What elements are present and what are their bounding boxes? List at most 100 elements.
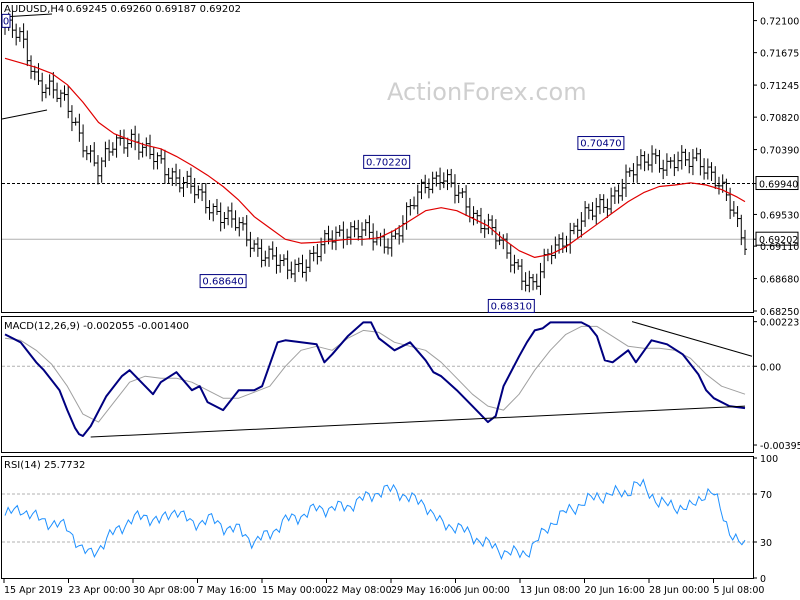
rsi-y-tick-label: 30 [760, 538, 772, 549]
price-trendline [1, 109, 48, 120]
price-bar [467, 197, 472, 223]
price-bar [345, 228, 350, 246]
price-bar [586, 203, 591, 220]
price-bar [412, 196, 417, 210]
price-bar [92, 142, 97, 167]
price-panel-title: AUDUSD,H4 [4, 4, 64, 15]
price-annotation-text: 0.68310 [491, 301, 532, 312]
price-y-tick-label: 0.71245 [760, 81, 799, 92]
price-bar [144, 137, 149, 157]
price-bar [482, 219, 487, 238]
price-bar [419, 179, 424, 200]
price-bar [237, 217, 242, 237]
rsi-panel-frame [1, 456, 754, 579]
price-bar [244, 215, 249, 247]
price-bar [99, 157, 104, 183]
price-bar [188, 167, 193, 194]
price-bar [10, 11, 15, 38]
price-y-tick-label: 0.70390 [760, 146, 799, 157]
price-bar [95, 155, 100, 185]
x-tick-label: 28 Jun 00:00 [649, 585, 709, 596]
price-bar [571, 222, 576, 235]
price-bar [304, 259, 309, 282]
price-bar [408, 199, 413, 216]
price-bar [267, 245, 272, 267]
price-bar [293, 259, 298, 283]
price-bar [452, 174, 457, 204]
price-bar [449, 168, 454, 188]
price-bar [698, 148, 703, 176]
x-tick-label: 22 May 08:00 [327, 585, 392, 596]
price-bar [110, 142, 115, 156]
rsi-panel [2, 478, 753, 561]
price-bar [516, 259, 521, 270]
price-bar [690, 148, 695, 176]
price-bar [664, 153, 669, 176]
price-bar [601, 194, 606, 213]
price-bar [51, 72, 56, 99]
macd-trendline [631, 321, 753, 357]
x-tick-label: 6 Jun 00:00 [456, 585, 510, 596]
price-bar [542, 248, 547, 279]
price-bar [713, 166, 718, 190]
price-bar [627, 167, 632, 177]
price-bar [36, 63, 41, 85]
price-bar [705, 158, 710, 180]
price-bar [307, 249, 312, 273]
price-bar [274, 246, 279, 274]
price-bar [389, 230, 394, 257]
x-tick-label: 7 May 16:00 [198, 585, 257, 596]
price-bar [229, 202, 234, 228]
price-bar [594, 197, 599, 225]
price-bar [151, 146, 156, 170]
macd-y-tick-label: 0.00 [760, 362, 781, 373]
price-bar [43, 84, 48, 99]
price-y-tick-label: 0.68680 [760, 275, 799, 286]
price-bar [21, 23, 26, 49]
price-bar [356, 219, 361, 241]
price-y-tick-label: 0.70820 [760, 113, 799, 124]
price-bar [73, 117, 78, 126]
price-bar [657, 149, 662, 173]
price-bar [434, 171, 439, 187]
price-annotation: 0.70470 [577, 136, 625, 151]
price-bar [40, 72, 45, 102]
price-bar [107, 139, 112, 161]
price-bar [114, 134, 119, 158]
price-bar [371, 223, 376, 251]
price-bar [359, 222, 364, 246]
price-bar [203, 183, 208, 214]
price-bar [631, 163, 636, 183]
x-tick-label: 13 Jun 08:00 [520, 585, 580, 596]
price-bar [445, 169, 450, 191]
price-bar [259, 239, 264, 268]
price-bar [333, 226, 338, 251]
price-bar [694, 147, 699, 162]
price-bar [553, 236, 558, 259]
price-bar [646, 153, 651, 171]
price-bar [731, 201, 736, 217]
price-bar [270, 241, 275, 260]
price-bar [612, 186, 617, 205]
price-bar [739, 214, 744, 246]
price-annotation: 0 [1, 13, 11, 28]
price-bar [616, 184, 621, 204]
price-bar [490, 215, 495, 236]
price-bar [668, 157, 673, 169]
price-bar [386, 238, 391, 255]
price-y-tick-label: 0.72100 [760, 17, 799, 28]
price-bar [672, 154, 677, 177]
price-bar [222, 211, 227, 229]
price-bar [211, 203, 216, 222]
price-panel: 0.70220 0.70470 0.68640 0.68310 0 [1, 11, 753, 313]
price-bar [475, 209, 480, 224]
price-bar [278, 254, 283, 273]
price-bar [148, 134, 153, 160]
price-bar [486, 213, 491, 235]
macd-panel-frame [1, 316, 754, 453]
price-y-tick-label: 0.69530 [760, 210, 799, 221]
price-y-tick-label: 0.69940 [759, 180, 798, 191]
price-bar [62, 85, 67, 101]
price-annotation-text: 0 [3, 16, 9, 27]
